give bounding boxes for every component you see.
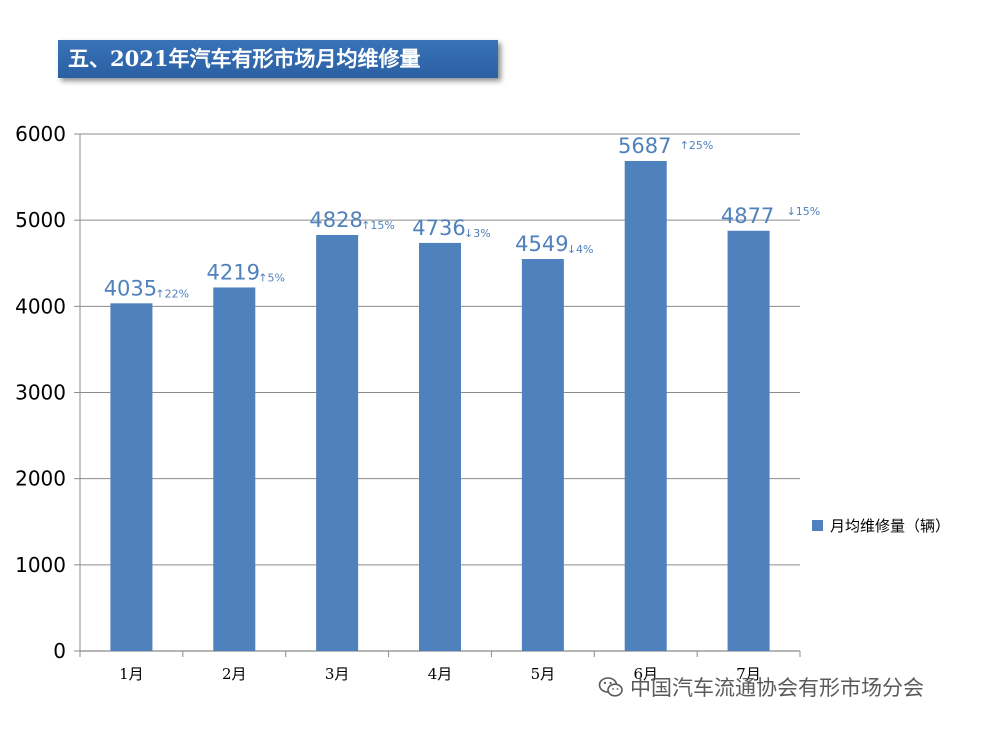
data-label: 4549 (515, 232, 568, 256)
bar (624, 160, 667, 652)
data-label: 4877 (721, 204, 774, 228)
change-label: ↓15% (787, 205, 821, 218)
bar (727, 230, 770, 651)
bar (213, 287, 256, 651)
x-tick-label: 7月 (736, 665, 761, 683)
change-label: ↓4% (567, 243, 594, 256)
y-tick-label: 0 (53, 639, 66, 663)
change-label: ↑15% (361, 219, 395, 232)
legend-label: 月均维修量（辆） (830, 517, 950, 535)
x-tick-label: 6月 (633, 665, 658, 683)
y-tick-label: 5000 (15, 208, 66, 232)
watermark: 中国汽车流通协会有形市场分会 (598, 672, 924, 702)
y-tick-label: 1000 (15, 553, 66, 577)
data-label: 4219 (207, 260, 260, 284)
y-tick-label: 6000 (15, 122, 66, 146)
bar (419, 242, 461, 651)
change-label: ↑5% (258, 271, 285, 284)
legend-swatch (812, 520, 823, 531)
chart-title: 五、2021年汽车有形市场月均维修量 (68, 46, 421, 71)
bar (521, 259, 564, 651)
data-label: 4035 (104, 276, 157, 300)
data-label: 4736 (412, 216, 465, 240)
y-tick-label: 3000 (15, 381, 66, 405)
x-tick-label: 2月 (222, 665, 247, 683)
watermark-text: 中国汽车流通协会有形市场分会 (630, 676, 924, 700)
x-tick-label: 4月 (428, 665, 453, 683)
wechat-icon (598, 677, 623, 697)
x-tick-label: 3月 (325, 665, 350, 683)
chart-title-banner: 五、2021年汽车有形市场月均维修量 (58, 40, 498, 78)
bar (316, 234, 359, 651)
x-tick-label: 5月 (531, 665, 556, 683)
change-label: ↓3% (464, 227, 491, 240)
x-tick-label: 1月 (119, 665, 144, 683)
y-tick-label: 2000 (15, 467, 66, 491)
data-label: 4828 (309, 208, 362, 232)
change-label: ↑25% (680, 139, 714, 152)
data-label: 5687 (618, 134, 671, 158)
bar (110, 303, 153, 651)
y-tick-label: 4000 (15, 294, 66, 318)
change-label: ↑22% (155, 287, 189, 300)
